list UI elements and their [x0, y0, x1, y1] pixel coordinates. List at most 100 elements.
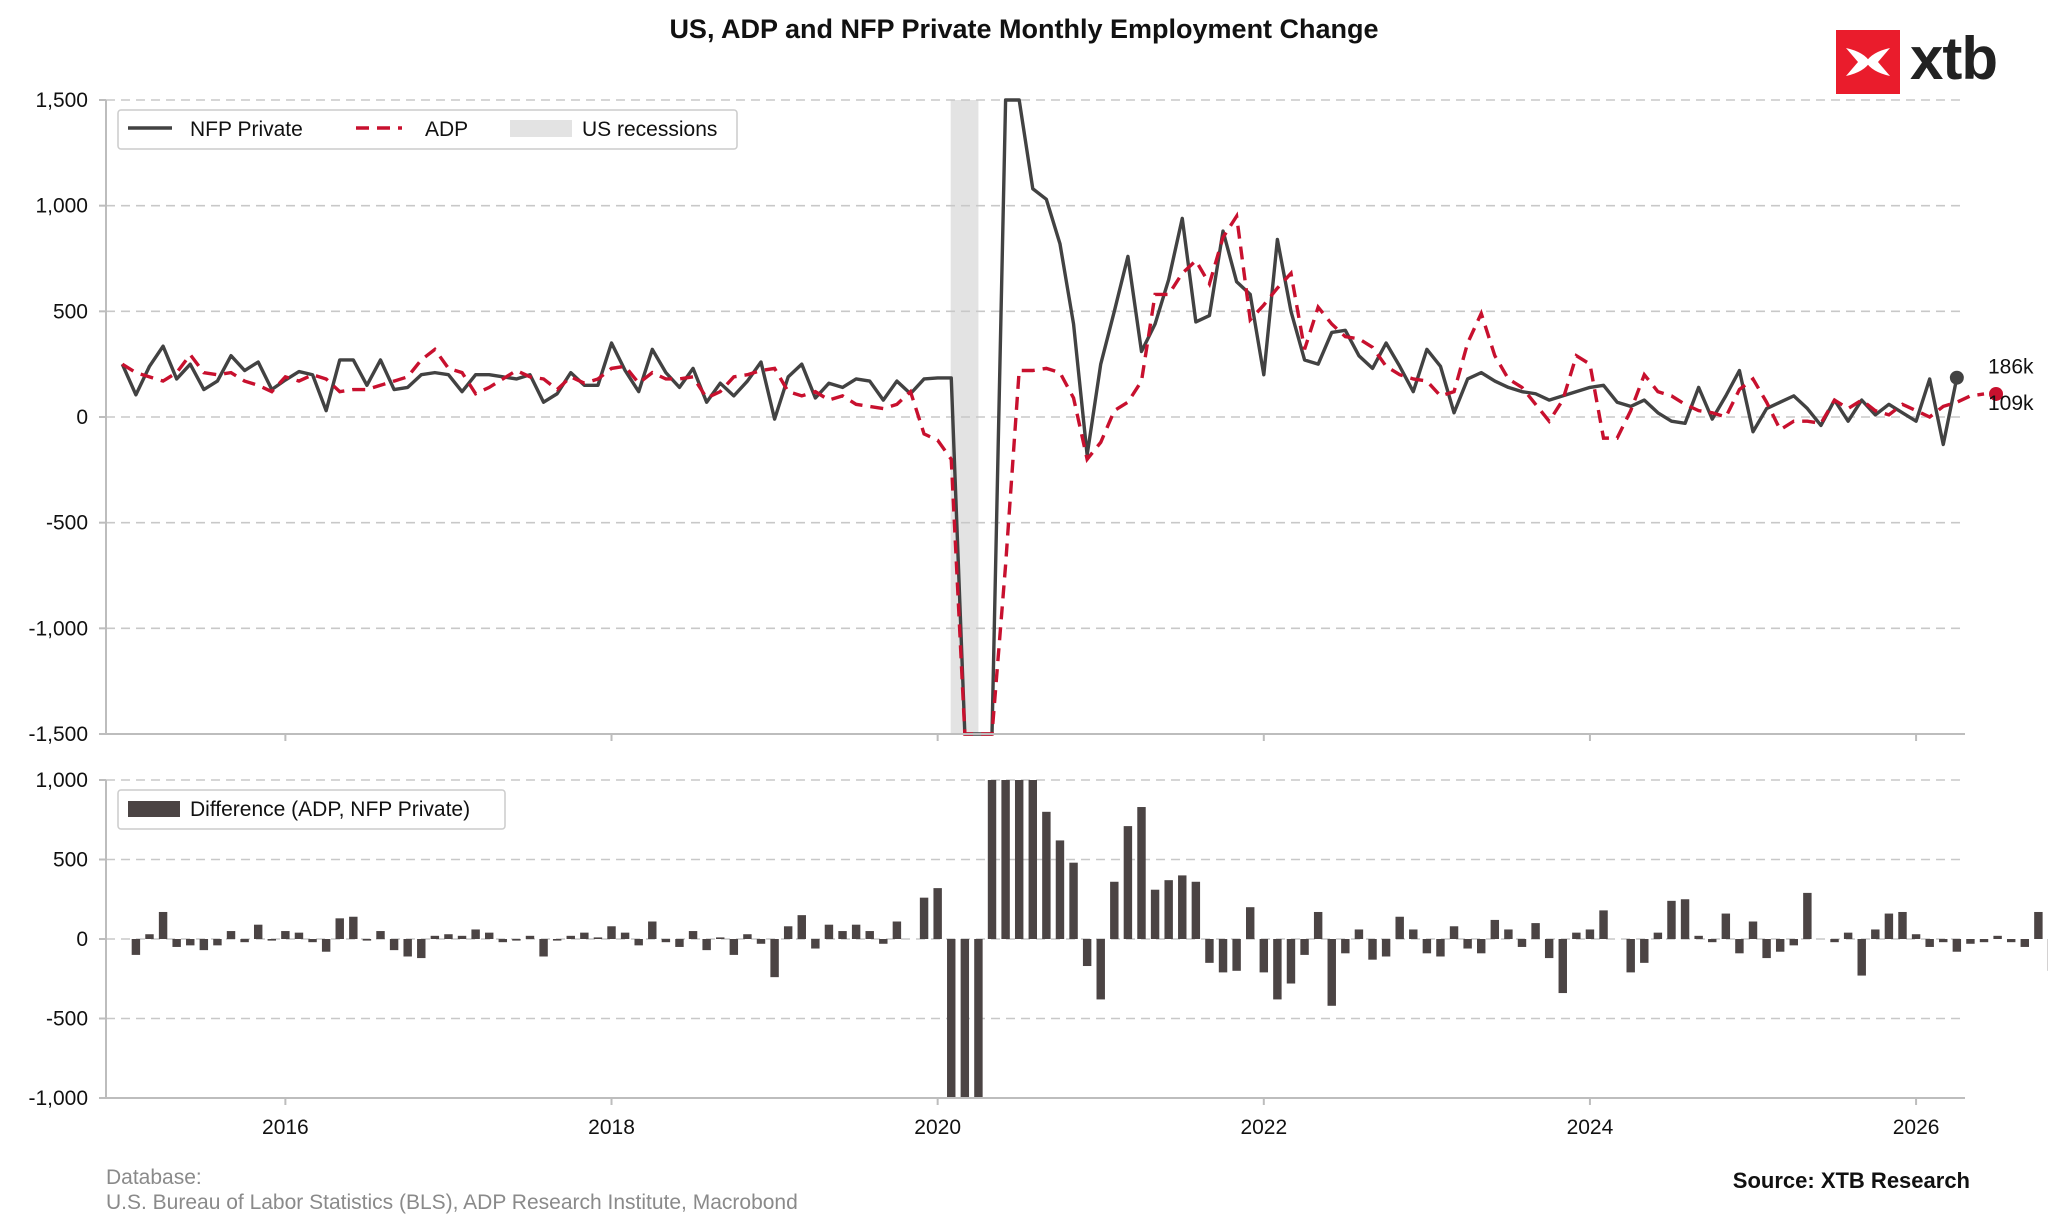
source-credit: Source: XTB Research [1732, 1168, 1970, 1193]
difference-bar [824, 924, 834, 939]
difference-bar [607, 926, 616, 939]
difference-bar [1775, 939, 1785, 952]
difference-bar [1123, 826, 1133, 939]
difference-bar [1680, 899, 1690, 939]
difference-bar [1585, 929, 1595, 939]
difference-bar [1246, 907, 1255, 939]
difference-bar [1599, 910, 1608, 939]
difference-bar [2020, 939, 2030, 947]
difference-bar [498, 939, 508, 943]
difference-bar [987, 780, 997, 939]
difference-bar [1979, 939, 1989, 943]
difference-bar [947, 939, 956, 1098]
difference-bar [1640, 939, 1649, 963]
difference-bar [1341, 939, 1350, 954]
top-y-tick-label: 1,500 [35, 89, 88, 112]
difference-bar [1952, 939, 1962, 952]
difference-bar [960, 939, 970, 1098]
x-tick-label: 2026 [1893, 1116, 1940, 1139]
nfp-end-marker [1949, 370, 1964, 385]
difference-bar [267, 939, 277, 941]
difference-bar [1504, 929, 1513, 939]
difference-bar [1993, 935, 2002, 939]
adp-end-marker [1989, 386, 2004, 401]
difference-bar [1463, 939, 1472, 949]
difference-bar [1205, 939, 1214, 963]
top-y-tick-label: 500 [53, 300, 88, 323]
difference-bar [512, 939, 521, 941]
bottom-y-tick-label: -1,000 [28, 1087, 88, 1110]
adp-line [121, 211, 1985, 736]
bottom-y-tick-label: 0 [76, 928, 88, 951]
difference-bar [430, 935, 440, 939]
difference-bar [1626, 939, 1635, 973]
difference-bar [1096, 939, 1105, 1000]
difference-bar [756, 939, 766, 944]
difference-bar [1137, 807, 1146, 939]
difference-bar [1789, 939, 1798, 946]
difference-bar [1354, 929, 1364, 939]
difference-bar [1667, 900, 1676, 939]
difference-bar [403, 939, 412, 957]
difference-bar [661, 939, 671, 943]
difference-bar [716, 937, 725, 939]
bottom-y-axis: 1,000 500 0 -500 -1,000 [28, 769, 106, 1110]
difference-bar [1517, 939, 1527, 947]
difference-bar [729, 939, 739, 955]
difference-bar [444, 934, 453, 939]
difference-bar [1871, 929, 1880, 939]
difference-bar [389, 939, 399, 951]
legend-label-difference: Difference (ADP, NFP Private) [190, 798, 470, 821]
top-y-tick-label: -1,500 [28, 723, 88, 746]
difference-bar [879, 939, 888, 944]
legend-label-recession: US recessions [582, 118, 717, 141]
difference-bar [648, 921, 657, 939]
difference-bar [1178, 875, 1187, 939]
difference-bar [471, 929, 480, 939]
difference-bar [797, 915, 806, 939]
difference-bar [1449, 926, 1459, 939]
bottom-y-tick-label: -500 [46, 1008, 88, 1031]
database-sources: U.S. Bureau of Labor Statistics (BLS), A… [106, 1191, 798, 1214]
difference-bar [1911, 934, 1921, 939]
difference-bar [892, 921, 902, 939]
difference-bar [770, 939, 779, 978]
difference-panel: 1,000 500 0 -500 -1,000 2016 2018 2020 2022 2024… [28, 769, 2048, 1139]
difference-bar [702, 939, 711, 951]
difference-bar [213, 939, 222, 946]
difference-bar [1544, 939, 1554, 959]
top-legend-frame [117, 109, 738, 150]
difference-bar [145, 934, 154, 939]
difference-bar [1327, 939, 1336, 1006]
x-tick-label: 2016 [262, 1116, 309, 1139]
difference-bar [417, 939, 426, 959]
difference-bar [186, 939, 195, 946]
difference-bar [1273, 939, 1282, 1000]
difference-bar [1884, 913, 1894, 939]
difference-bar [294, 932, 304, 939]
x-tick-label: 2024 [1567, 1116, 1614, 1139]
difference-bar [158, 911, 168, 939]
difference-bar [865, 931, 874, 939]
difference-bar [485, 932, 494, 939]
difference-bar [838, 931, 847, 939]
difference-bar [1708, 939, 1717, 943]
difference-bar [566, 935, 575, 939]
difference-bar [1001, 780, 1010, 939]
top-legend: NFP Private ADP US recessions [117, 109, 738, 150]
nfp-private-line [120, 98, 1959, 736]
difference-bar [1055, 840, 1065, 939]
bottom-legend-frame [117, 789, 506, 830]
difference-bar [1150, 889, 1160, 939]
difference-bar [1531, 923, 1540, 939]
difference-bar [688, 931, 698, 939]
difference-bar [1286, 939, 1296, 984]
difference-bar [1218, 939, 1228, 973]
difference-bar [1477, 939, 1486, 954]
employment-change-panel: 1,500 1,000 500 0 -500 -1,000 -1,500 186k 109k… [28, 89, 2034, 746]
difference-bar [580, 932, 589, 939]
legend-swatch-difference [128, 801, 180, 817]
xtb-logo-mark [1836, 30, 1900, 94]
difference-bar [1898, 911, 1907, 939]
